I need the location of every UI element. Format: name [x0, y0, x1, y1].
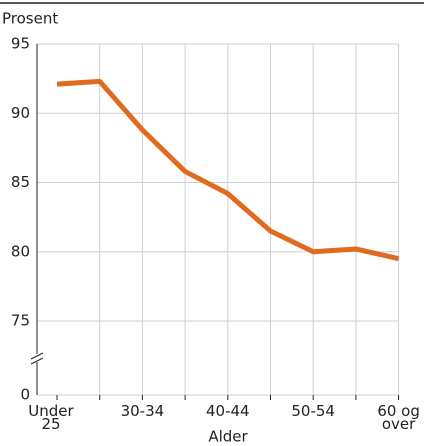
- y-tick-label: 90: [11, 104, 30, 122]
- axis-break: [30, 357, 44, 365]
- axis-break: [30, 352, 44, 360]
- y-tick-label: 0: [20, 386, 30, 404]
- x-tick-label: Under 25: [28, 402, 74, 433]
- x-tick-label: 40-44: [206, 402, 250, 420]
- axis-break-gap: [31, 354, 43, 362]
- y-axis-label: Prosent: [2, 10, 58, 28]
- y-tick-label: 75: [11, 312, 30, 330]
- data-line: [56, 78, 400, 262]
- x-tick-label: 60 og over: [377, 402, 420, 433]
- y-tick-label: 80: [11, 242, 30, 260]
- y-tick-label: 85: [11, 173, 30, 191]
- x-axis-label: Alder: [208, 428, 248, 446]
- y-tick-label: 95: [11, 35, 30, 53]
- x-tick-label: 30-34: [121, 402, 165, 420]
- x-tick-label: 50-54: [291, 402, 335, 420]
